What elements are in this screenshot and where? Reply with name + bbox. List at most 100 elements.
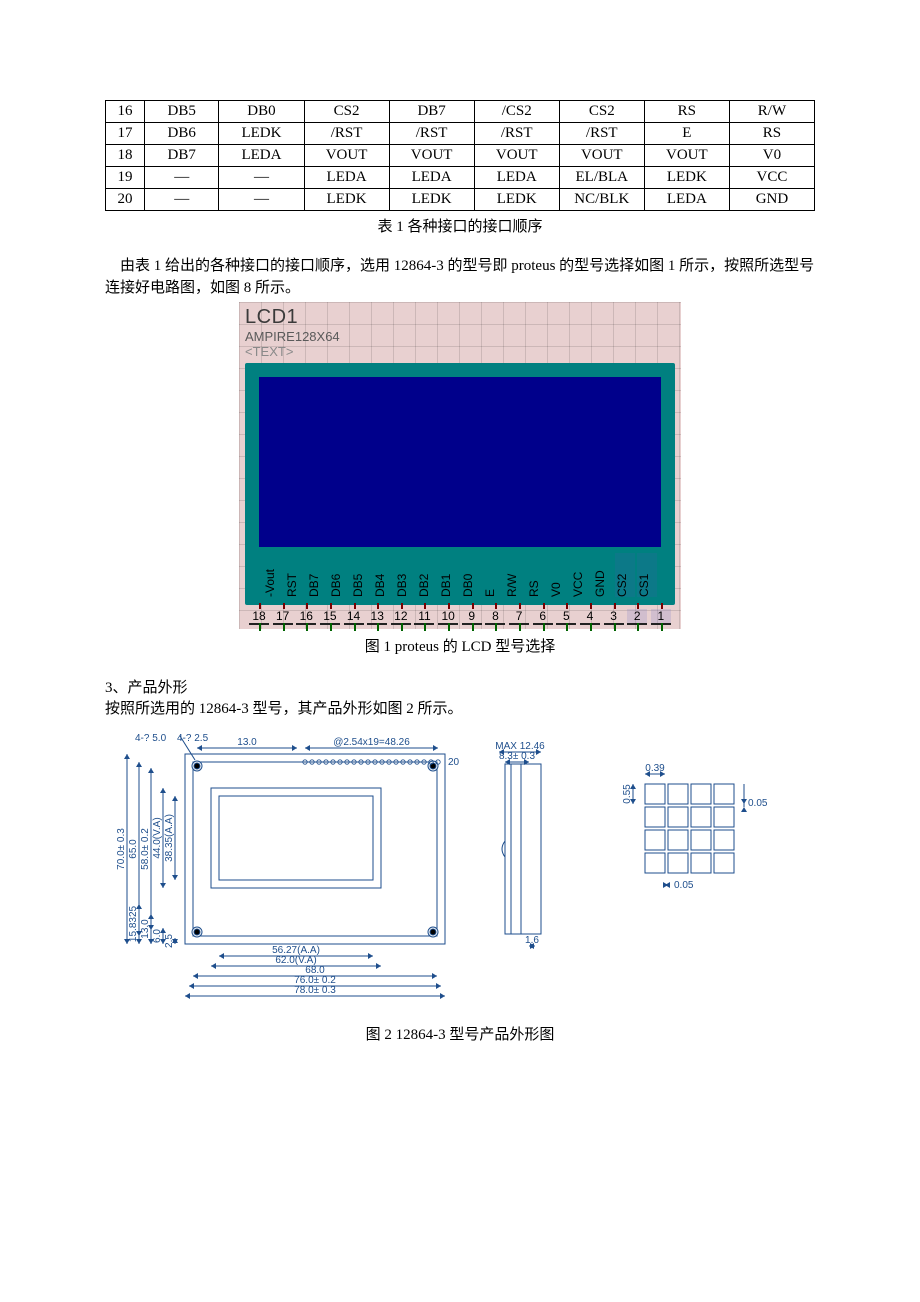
figure1-caption: 图 1 proteus 的 LCD 型号选择 bbox=[105, 635, 815, 656]
table-row: 16DB5DB0CS2DB7/CS2CS2RSR/W bbox=[106, 101, 815, 123]
lcd-pin-label: CS2 bbox=[615, 553, 635, 597]
table-cell: EL/BLA bbox=[559, 167, 644, 189]
table-cell: GND bbox=[729, 189, 814, 211]
table-cell: R/W bbox=[729, 101, 814, 123]
lcd-pin-label: DB1 bbox=[439, 553, 459, 597]
table-cell: — bbox=[144, 167, 218, 189]
document-page: 16DB5DB0CS2DB7/CS2CS2RSR/W17DB6LEDK/RST/… bbox=[0, 0, 920, 1124]
table-cell: LEDA bbox=[219, 145, 304, 167]
lcd-pin-label: DB7 bbox=[307, 553, 327, 597]
svg-text:2.5: 2.5 bbox=[164, 934, 175, 948]
table-cell: 18 bbox=[106, 145, 145, 167]
table-row: 20——LEDKLEDKLEDKNC/BLKLEDAGND bbox=[106, 189, 815, 211]
figure2-caption: 图 2 12864-3 型号产品外形图 bbox=[105, 1023, 815, 1044]
lcd-pin-number: 6 bbox=[533, 609, 553, 625]
lcd-pin-number: 11 bbox=[414, 609, 434, 625]
table-cell: /RST bbox=[389, 123, 474, 145]
lcd-body: -VoutRSTDB7DB6DB5DB4DB3DB2DB1DB0ER/WRSV0… bbox=[245, 363, 675, 605]
table-cell: LEDA bbox=[474, 167, 559, 189]
lcd-pin-number: 5 bbox=[556, 609, 576, 625]
table-cell: /RST bbox=[304, 123, 389, 145]
table-cell: — bbox=[144, 189, 218, 211]
svg-text:4-? 5.0: 4-? 5.0 bbox=[135, 733, 167, 744]
lcd-pin-number: 8 bbox=[485, 609, 505, 625]
table-cell: LEDA bbox=[389, 167, 474, 189]
lcd-pin-label: -Vout bbox=[263, 553, 283, 597]
lcd-pin-number: 4 bbox=[580, 609, 600, 625]
lcd-pin-label: R/W bbox=[505, 553, 525, 597]
lcd-pin-labels: -VoutRSTDB7DB6DB5DB4DB3DB2DB1DB0ER/WRSV0… bbox=[259, 553, 661, 597]
lcd-pin-label: V0 bbox=[549, 553, 569, 597]
lcd-title: LCD1 bbox=[245, 306, 675, 329]
lcd-pin-number: 2 bbox=[627, 609, 647, 625]
table-cell: LEDA bbox=[304, 167, 389, 189]
lcd-pin-numbers: 181716151413121110987654321 bbox=[239, 605, 681, 629]
svg-text:58.0± 0.2: 58.0± 0.2 bbox=[140, 828, 151, 870]
svg-text:8.3± 0.3: 8.3± 0.3 bbox=[499, 751, 536, 762]
svg-text:38.35(A.A): 38.35(A.A) bbox=[164, 814, 175, 862]
lcd-pin-number: 16 bbox=[296, 609, 316, 625]
mechanical-drawing: 204-? 5.04-? 2.513.0@2.54x19=48.2670.0± … bbox=[105, 724, 815, 1019]
lcd-pin-label: DB2 bbox=[417, 553, 437, 597]
table-cell: DB0 bbox=[219, 101, 304, 123]
svg-text:0.55: 0.55 bbox=[622, 784, 633, 804]
lcd-pin-number: 10 bbox=[438, 609, 458, 625]
lcd-pin-number: 12 bbox=[391, 609, 411, 625]
table-cell: RS bbox=[729, 123, 814, 145]
lcd-pin-number: 17 bbox=[273, 609, 293, 625]
svg-text:13.0: 13.0 bbox=[140, 919, 151, 939]
table-cell: VOUT bbox=[559, 145, 644, 167]
table-cell: /RST bbox=[559, 123, 644, 145]
table-cell: CS2 bbox=[559, 101, 644, 123]
svg-text:0.05: 0.05 bbox=[674, 880, 694, 891]
lcd-text: <TEXT> bbox=[245, 344, 675, 359]
lcd-pin-label: RS bbox=[527, 553, 547, 597]
table-cell: VOUT bbox=[474, 145, 559, 167]
table-cell: 20 bbox=[106, 189, 145, 211]
table-cell: DB7 bbox=[144, 145, 218, 167]
svg-text:15.8325: 15.8325 bbox=[128, 906, 139, 943]
table-cell: NC/BLK bbox=[559, 189, 644, 211]
svg-text:13.0: 13.0 bbox=[237, 737, 257, 748]
table-cell: DB5 bbox=[144, 101, 218, 123]
table-cell: VCC bbox=[729, 167, 814, 189]
lcd-subtitle: AMPIRE128X64 bbox=[245, 329, 675, 344]
table-cell: LEDA bbox=[644, 189, 729, 211]
table-cell: — bbox=[219, 167, 304, 189]
lcd-pin-label: DB6 bbox=[329, 553, 349, 597]
table-cell: DB7 bbox=[389, 101, 474, 123]
lcd-pin-number: 15 bbox=[320, 609, 340, 625]
table-cell: LEDK bbox=[389, 189, 474, 211]
lcd-pin-label: E bbox=[483, 553, 503, 597]
pin-table: 16DB5DB0CS2DB7/CS2CS2RSR/W17DB6LEDK/RST/… bbox=[105, 100, 815, 211]
paragraph-1: 由表 1 给出的各种接口的接口顺序，选用 12864-3 的型号即 proteu… bbox=[105, 256, 815, 300]
table-cell: /RST bbox=[474, 123, 559, 145]
lcd-header: LCD1 AMPIRE128X64 <TEXT> bbox=[239, 302, 681, 361]
table-cell: LEDK bbox=[644, 167, 729, 189]
svg-text:65.0: 65.0 bbox=[128, 839, 139, 859]
table-cell: E bbox=[644, 123, 729, 145]
lcd-pin-label: DB4 bbox=[373, 553, 393, 597]
table-cell: LEDK bbox=[219, 123, 304, 145]
table-cell: LEDK bbox=[474, 189, 559, 211]
table-cell: CS2 bbox=[304, 101, 389, 123]
table-cell: LEDK bbox=[304, 189, 389, 211]
svg-text:1.6: 1.6 bbox=[525, 935, 539, 946]
lcd-figure: LCD1 AMPIRE128X64 <TEXT> -VoutRSTDB7DB6D… bbox=[239, 302, 681, 629]
svg-text:@2.54x19=48.26: @2.54x19=48.26 bbox=[333, 737, 410, 748]
table-cell: RS bbox=[644, 101, 729, 123]
lcd-pin-number: 9 bbox=[462, 609, 482, 625]
lcd-pin-label: DB0 bbox=[461, 553, 481, 597]
svg-text:6.0: 6.0 bbox=[152, 929, 163, 943]
lcd-pin-label: DB3 bbox=[395, 553, 415, 597]
table-cell: VOUT bbox=[644, 145, 729, 167]
table-cell: VOUT bbox=[389, 145, 474, 167]
lcd-pin-label: VCC bbox=[571, 553, 591, 597]
lcd-pin-number: 13 bbox=[367, 609, 387, 625]
table-cell: 19 bbox=[106, 167, 145, 189]
lcd-pin-number: 7 bbox=[509, 609, 529, 625]
lcd-pin-number: 3 bbox=[604, 609, 624, 625]
table-row: 18DB7LEDAVOUTVOUTVOUTVOUTVOUTV0 bbox=[106, 145, 815, 167]
lcd-screen bbox=[259, 377, 661, 547]
table-caption: 表 1 各种接口的接口顺序 bbox=[105, 215, 815, 236]
